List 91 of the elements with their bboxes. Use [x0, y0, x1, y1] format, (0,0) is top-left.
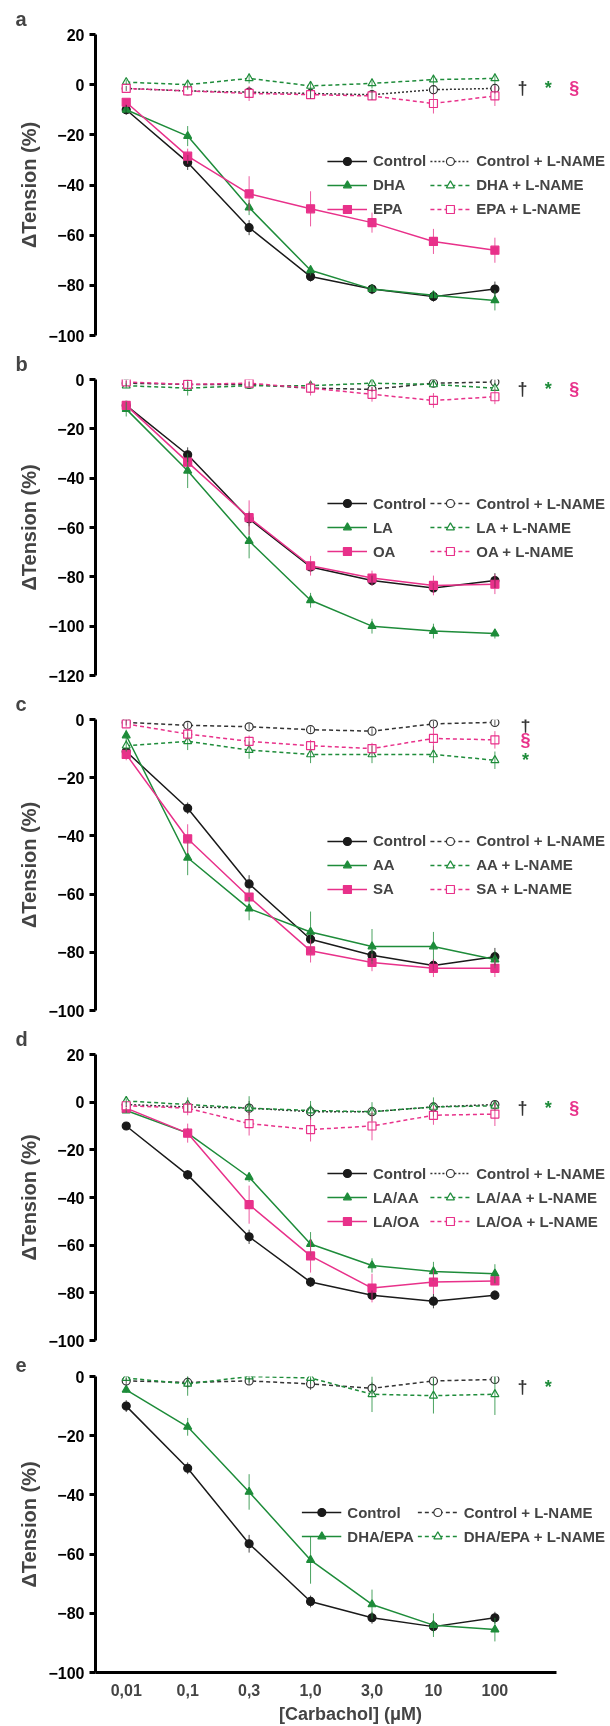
x-tick-label: 100 — [481, 1681, 509, 1699]
y-tick-label: −20 — [57, 1427, 85, 1445]
legend-label: DHA/EPA + L-NAME — [463, 1527, 605, 1545]
y-tick-label: −80 — [57, 944, 85, 962]
y-tick-label: −40 — [57, 1189, 85, 1207]
y-tick-label: −80 — [57, 277, 85, 295]
y-tick-label: −100 — [48, 1664, 85, 1682]
text: * — [544, 378, 552, 399]
text: § — [569, 77, 580, 98]
x-tick-label: 1,0 — [299, 1681, 322, 1699]
legend-label: Control — [372, 832, 427, 849]
legend-label: DHA/EPA — [347, 1527, 414, 1545]
legend-label: LA/AA + L-NAME — [476, 1188, 597, 1206]
x-tick-label: 3,0 — [360, 1681, 384, 1699]
annotation: † — [517, 1376, 528, 1397]
y-axis-title: ΔTension (%) — [18, 1461, 41, 1588]
legend-label: Control + L-NAME — [476, 1164, 605, 1182]
legend-label: LA/AA — [372, 1188, 419, 1206]
y-tick-label: −40 — [57, 1486, 85, 1504]
annotation: † — [517, 77, 528, 98]
y-tick-label: −60 — [57, 1546, 85, 1564]
legend-label: Control + L-NAME — [463, 1503, 593, 1521]
y-tick-label: −60 — [57, 519, 85, 537]
y-tick-label: −40 — [57, 177, 85, 194]
y-tick-label: −80 — [57, 568, 85, 586]
legend-label: Control — [372, 494, 427, 512]
legend-label: LA/OA — [372, 1212, 420, 1230]
legend-label: DHA — [372, 176, 406, 193]
legend-label: AA + L-NAME — [476, 856, 573, 873]
y-tick-label: −60 — [57, 1237, 85, 1255]
y-tick-label: −100 — [48, 327, 85, 345]
y-axis-title: ΔTension (%) — [18, 464, 41, 591]
legend-label: LA — [372, 518, 393, 536]
y-tick-label: 20 — [66, 26, 85, 44]
text: § — [569, 1098, 580, 1119]
annotation: † — [517, 1098, 528, 1119]
annotation: † — [517, 378, 528, 399]
chart-title: b — [15, 352, 28, 375]
legend-label: SA — [372, 880, 394, 897]
annotation: * — [522, 750, 530, 771]
y-tick-label: −20 — [57, 420, 85, 438]
chart-title: c — [15, 692, 27, 715]
legend-label: Control + L-NAME — [476, 832, 605, 849]
y-tick-label: −120 — [48, 667, 85, 685]
annotation: * — [544, 1376, 552, 1397]
y-tick-label: −60 — [57, 227, 85, 245]
y-tick-label: −100 — [48, 618, 85, 636]
x-axis-title: [Carbachol] (μM) — [279, 1703, 423, 1724]
legend-label: LA + L-NAME — [476, 518, 572, 536]
y-tick-label: −40 — [57, 827, 85, 845]
legend-label: Control + L-NAME — [476, 494, 605, 512]
legend-label: SA + L-NAME — [476, 880, 572, 897]
text: § — [569, 378, 580, 399]
text: * — [544, 1098, 552, 1119]
y-axis-title: ΔTension (%) — [18, 121, 41, 249]
legend-label: AA — [372, 856, 395, 873]
legend-label: LA/OA + L-NAME — [476, 1212, 598, 1230]
y-tick-label: −60 — [57, 886, 85, 904]
y-tick-label: 20 — [66, 1046, 85, 1064]
y-axis-title: ΔTension (%) — [18, 801, 41, 929]
x-tick-label: 0,1 — [176, 1681, 199, 1699]
legend-label: Control — [372, 1164, 427, 1182]
y-axis-title: ΔTension (%) — [18, 1134, 41, 1261]
y-tick-label: −100 — [48, 1002, 85, 1020]
y-tick-label: 0 — [75, 76, 85, 94]
chart-title: e — [15, 1353, 27, 1376]
text: * — [544, 77, 552, 98]
y-tick-label: 0 — [75, 711, 85, 729]
x-tick-label: 10 — [424, 1681, 443, 1699]
y-tick-label: −100 — [48, 1332, 85, 1350]
y-tick-label: 0 — [75, 371, 85, 389]
y-tick-label: −20 — [57, 126, 85, 144]
legend-label: OA — [372, 542, 396, 560]
x-tick-label: 0,01 — [110, 1681, 142, 1699]
legend-label: EPA + L-NAME — [476, 200, 581, 217]
y-tick-label: −80 — [57, 1605, 85, 1623]
legend-label: DHA + L-NAME — [476, 176, 584, 193]
y-tick-label: 0 — [75, 1094, 85, 1112]
legend-label: Control — [347, 1503, 401, 1521]
legend-label: Control — [372, 152, 427, 169]
legend-label: OA + L-NAME — [476, 542, 574, 560]
y-tick-label: 0 — [75, 1368, 85, 1386]
legend-label: EPA — [372, 200, 403, 217]
chart-title: a — [15, 7, 28, 30]
y-tick-label: −80 — [57, 1284, 85, 1302]
y-tick-label: −20 — [57, 1141, 85, 1159]
y-tick-label: −20 — [57, 769, 85, 787]
y-tick-label: −40 — [57, 470, 85, 488]
x-tick-label: 0,3 — [237, 1681, 261, 1699]
chart-title: d — [15, 1027, 28, 1050]
legend-label: Control + L-NAME — [476, 152, 605, 169]
